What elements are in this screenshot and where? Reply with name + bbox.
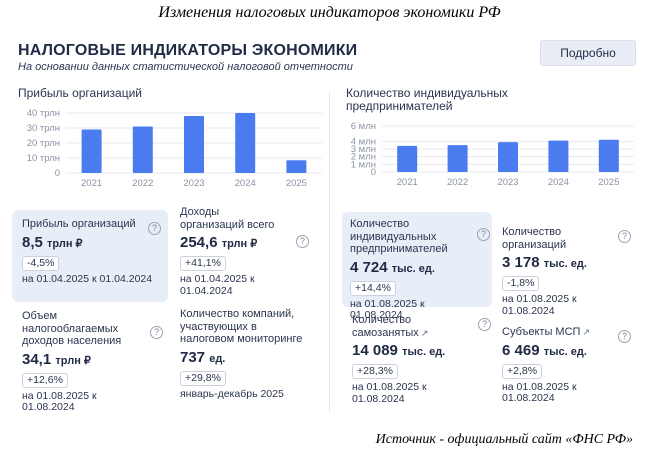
change-badge: +29,8% [180, 370, 226, 386]
y-tick-label: 6 млн [351, 121, 376, 132]
card-label: Количество организаций [502, 226, 567, 251]
x-tick-label: 2025 [286, 178, 307, 189]
card-value: 4 724 тыс. ед. [350, 258, 435, 276]
card-date: на 01.08.2025 к 01.08.2024 [502, 293, 577, 317]
panel-title: НАЛОГОВЫЕ ИНДИКАТОРЫ ЭКОНОМИКИ [18, 42, 358, 59]
x-tick-label: 2022 [132, 178, 153, 189]
x-tick-label: 2024 [235, 178, 256, 189]
caption-bottom: Источник - официальный сайт «ФНС РФ» [375, 432, 633, 447]
change-badge: -1,8% [502, 276, 540, 291]
card-date: на 01.08.2025 к 01.08.2024 [502, 380, 577, 404]
x-tick-label: 2025 [598, 177, 619, 188]
help-icon[interactable]: ? [618, 230, 631, 243]
y-tick-label: 3 млн [351, 144, 376, 155]
card-tax-monitoring: Количество компаний, участвующих в налог… [180, 308, 325, 400]
bar-2022[interactable] [132, 126, 153, 174]
external-link-icon[interactable]: ↗ [420, 327, 429, 338]
y-tick-label: 1 млн [351, 159, 376, 170]
card-msp: Субъекты МСП ↗ 6 469 тыс. ед. +2,8% на 01… [502, 326, 642, 405]
card-value: 3 178 тыс. ед. [502, 254, 587, 271]
card-label: Субъекты МСП ↗ [502, 326, 590, 338]
card-label: Прибыль организаций [22, 218, 136, 230]
y-tick-label: 10 трлн [27, 153, 60, 164]
x-tick-label: 2021 [81, 178, 102, 189]
y-tick-label: 20 трлн [27, 138, 60, 149]
card-income: Доходы организаций всего 254,6 трлн ₽ +4… [180, 206, 320, 297]
bar-2023[interactable] [498, 142, 518, 172]
card-ip-count[interactable]: Количество индивидуальных предпринимател… [342, 212, 492, 321]
bar-2025[interactable] [598, 139, 619, 172]
details-button[interactable]: Подробно [540, 40, 636, 66]
caption-top: Изменения налоговых индикаторов экономик… [158, 4, 501, 21]
x-tick-label: 2023 [497, 177, 518, 188]
card-date: на 01.04.2025 к 01.04.2024 [180, 273, 255, 297]
card-org-count: Количество организаций 3 178 тыс. ед. -1… [502, 226, 642, 317]
profit-chart: 0 10 трлн 20 трлн 30 трлн 40 трлн 2021 2022 202… [27, 108, 322, 189]
bar-2021[interactable] [81, 129, 102, 174]
panel-subtitle: На основании данных статистической налог… [18, 61, 353, 73]
bar-2024[interactable] [235, 113, 256, 173]
chart-profit-title: Прибыль организаций [18, 86, 143, 100]
card-value: 8,5 трлн ₽ [22, 233, 83, 251]
x-tick-label: 2021 [397, 177, 418, 188]
change-badge: -4,5% [22, 255, 60, 271]
card-self-employed: Количество самозанятых ↗ 14 089 тыс. ед. … [352, 314, 497, 405]
card-value: 34,1 трлн ₽ [22, 350, 91, 368]
help-icon[interactable]: ? [477, 228, 490, 241]
card-date: на 01.08.2025 к 01.08.2024 [350, 297, 425, 321]
help-icon[interactable]: ? [618, 330, 631, 343]
bar-2023[interactable] [184, 116, 204, 173]
card-label: Объем налогооблагаемых доходов населения [22, 310, 122, 347]
card-label: Доходы организаций всего [180, 206, 275, 231]
y-tick-label: 0 [55, 168, 60, 179]
card-label: Количество индивидуальных предпринимател… [350, 218, 448, 255]
card-date: на 01.04.2025 к 01.04.2024 [22, 272, 153, 285]
external-link-icon[interactable]: ↗ [582, 327, 590, 337]
y-tick-label: 30 трлн [27, 123, 60, 134]
card-taxable-income: Объем налогооблагаемых доходов населения… [22, 310, 172, 414]
card-value: 14 089 тыс. ед. [352, 342, 446, 359]
card-date: на 01.08.2025 к 01.08.2024 [352, 381, 427, 405]
y-tick-label: 2 млн [351, 152, 376, 163]
y-tick-label: 4 млн [351, 136, 376, 147]
bar-2021[interactable] [397, 145, 418, 172]
chart-ip-title: Количество индивидуальных предпринимател… [346, 86, 508, 113]
card-date: январь-декабрь 2025 [180, 387, 284, 400]
card-value: 737 ед. [180, 348, 226, 366]
column-divider [329, 92, 330, 412]
change-badge: +14,4% [350, 280, 396, 296]
card-label: Количество самозанятых ↗ [352, 314, 429, 339]
card-value: 6 469 тыс. ед. [502, 341, 587, 359]
help-icon[interactable]: ? [150, 326, 163, 339]
change-badge: +12,6% [22, 372, 68, 388]
card-date: на 01.08.2025 к 01.08.2024 [22, 389, 97, 413]
x-tick-label: 2022 [447, 177, 468, 188]
bar-2024[interactable] [548, 140, 569, 172]
card-value: 254,6 трлн ₽ [180, 234, 258, 251]
x-tick-label: 2024 [548, 177, 569, 188]
help-icon[interactable]: ? [148, 222, 161, 235]
bar-2022[interactable] [447, 145, 468, 172]
y-tick-label: 0 [371, 167, 376, 178]
change-badge: +28,3% [352, 364, 398, 379]
y-tick-label: 40 трлн [27, 108, 60, 119]
tax-indicators-panel: НАЛОГОВЫЕ ИНДИКАТОРЫ ЭКОНОМИКИ На основа… [4, 30, 654, 422]
card-profit[interactable]: Прибыль организаций 8,5 трлн ₽ -4,5% на … [12, 210, 168, 302]
card-label: Количество компаний, участвующих в налог… [180, 308, 303, 345]
bar-2025[interactable] [286, 160, 307, 173]
help-icon[interactable]: ? [478, 318, 491, 331]
help-icon[interactable]: ? [296, 235, 309, 248]
x-tick-label: 2023 [183, 178, 204, 189]
change-badge: +2,8% [502, 363, 543, 379]
change-badge: +41,1% [180, 256, 226, 271]
